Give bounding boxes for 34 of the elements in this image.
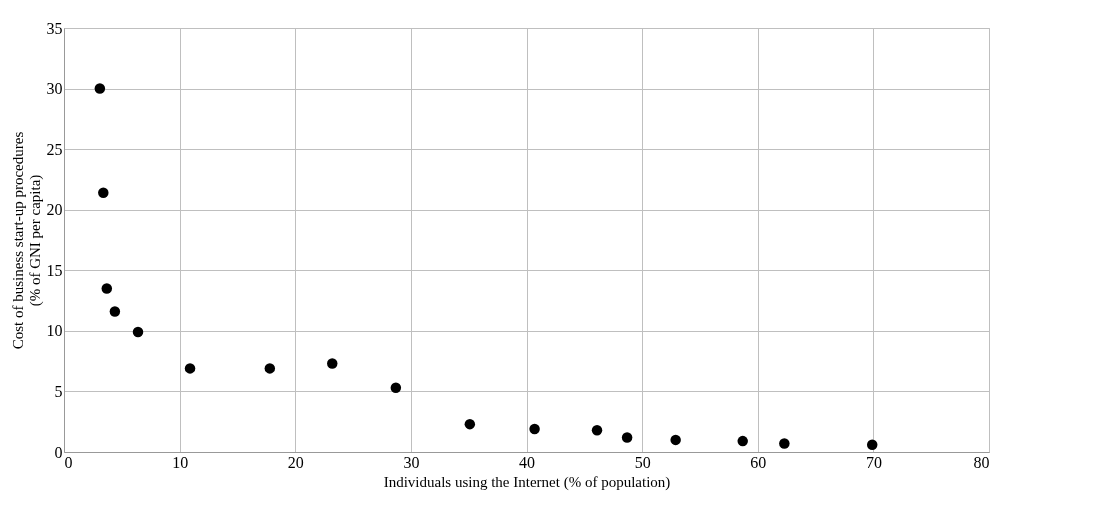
point [109,306,121,317]
point [98,187,109,198]
point [132,326,144,338]
point [591,424,603,436]
y-tick-label: 10 [46,322,63,340]
x-tick-label: 30 [403,453,420,471]
point [779,438,790,449]
x-tick-label: 20 [287,453,304,471]
point [529,423,540,435]
x-tick-label: 10 [172,453,189,471]
point [670,434,681,446]
y-axis-title: Cost of business start-up procedures (% of GNI per capita) [9,131,44,350]
x-tick-label: 80 [973,453,990,471]
x-tick-label: 60 [750,453,767,471]
point [184,363,196,374]
point [94,83,106,94]
y-tick-label: 20 [46,201,63,219]
y-tick-label: 30 [46,80,63,98]
y-tick-label: 35 [46,19,63,37]
point [464,418,476,430]
x-tick-label: 70 [865,453,882,471]
y-tick-label: 25 [46,140,63,158]
point [621,432,633,443]
y-tick-label: 15 [46,261,63,279]
point [327,358,338,369]
x-tick-label: 40 [519,453,535,471]
point [264,363,276,374]
x-tick-label: 50 [634,453,651,471]
point [866,439,878,450]
x-axis-title: Individuals using the Internet (% of population) [383,473,671,491]
point [101,283,113,294]
point [737,435,748,447]
point [390,382,402,394]
y-tick-label: 5 [54,382,63,400]
